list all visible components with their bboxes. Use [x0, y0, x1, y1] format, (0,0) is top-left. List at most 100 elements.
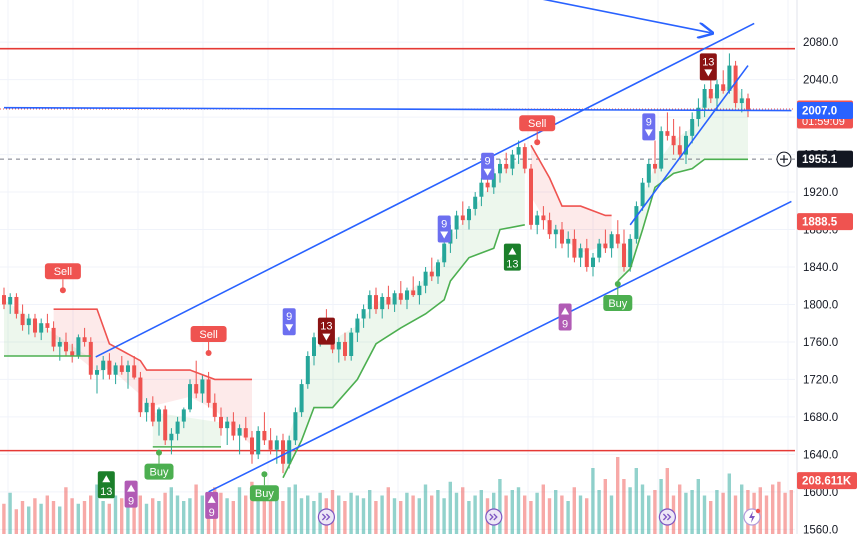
candle-body: [336, 341, 341, 350]
candle-body: [584, 248, 589, 267]
candle-body: [522, 147, 527, 169]
candle-body: [20, 313, 25, 326]
volume-bar: [572, 487, 576, 534]
replay-icons[interactable]: [317, 508, 761, 526]
candle-body: [45, 323, 50, 328]
price-badge-bg: [797, 102, 853, 120]
volume-bar: [39, 503, 43, 534]
volume-bar: [231, 501, 235, 534]
price-badge-bg: [797, 213, 853, 231]
replay-icon[interactable]: [317, 508, 335, 526]
candles: [2, 53, 750, 474]
candle-body: [367, 295, 372, 310]
candle-body: [355, 318, 360, 333]
volume-bar: [293, 484, 297, 534]
candle-body: [361, 309, 366, 319]
volume-bar: [27, 506, 31, 534]
signal-box: [603, 295, 633, 312]
volume-bar: [33, 498, 37, 534]
candle-body: [578, 248, 583, 258]
signal-buy: Buy: [249, 471, 279, 502]
candle-body: [677, 145, 682, 155]
count-text: 13: [506, 259, 518, 271]
volume-bar: [225, 498, 229, 534]
axis-background: [797, 0, 863, 534]
candle-body: [138, 377, 143, 413]
signal-text: Sell: [528, 118, 546, 130]
volume-bar: [560, 495, 564, 534]
volume-bar: [467, 501, 471, 534]
candle-body: [200, 379, 205, 394]
count-text: 9: [209, 507, 215, 519]
trend-line-top-arrow[interactable]: [500, 0, 711, 33]
volume-bar: [95, 484, 99, 534]
count-box: [699, 53, 717, 81]
volume-bar: [591, 468, 595, 534]
volume-bar: [417, 498, 421, 534]
replay-icon[interactable]: [485, 508, 503, 526]
volume-bar: [386, 487, 390, 534]
supertrend-down-fill: [53, 309, 252, 446]
trend-line-upper-channel[interactable]: [95, 22, 755, 358]
volume-bar: [70, 498, 74, 534]
candle-body: [181, 409, 186, 422]
candle-body: [76, 337, 81, 356]
volume-bar: [14, 509, 18, 534]
volume-bar: [733, 495, 738, 534]
candle-body: [690, 118, 695, 136]
volume-bar: [194, 484, 198, 534]
count-box: [205, 491, 219, 519]
count-text: 13: [320, 321, 332, 333]
trend-line-horizontal-support[interactable]: [3, 106, 792, 112]
candle-body: [225, 421, 230, 429]
candle-body: [250, 437, 254, 455]
volume-bar: [758, 487, 762, 534]
price-badge-text: 1955.1: [802, 154, 838, 166]
candle-body: [374, 295, 378, 310]
volume-bar: [51, 501, 56, 534]
candle-body: [541, 215, 546, 221]
supertrend-down-line: [53, 308, 252, 381]
count-marker-13: 13: [699, 53, 717, 81]
candle-body: [665, 131, 670, 136]
candle-body: [243, 428, 248, 438]
price-badge: 2007.0: [797, 102, 853, 120]
volume-bar: [554, 490, 558, 534]
volume-bar: [709, 501, 713, 534]
candle-body: [491, 173, 496, 188]
replay-circle: [317, 508, 335, 526]
candle-body: [398, 293, 403, 300]
count-box: [282, 308, 296, 336]
count-box: [558, 303, 572, 331]
trend-line-short-rising[interactable]: [629, 65, 749, 226]
volume-bar: [399, 501, 403, 534]
volume-bar: [89, 495, 93, 534]
signal-box: [190, 326, 227, 342]
candle-body: [343, 341, 347, 356]
price-badge-text: 1888.5: [802, 217, 838, 229]
candle-body: [597, 243, 602, 258]
price-badge-bg: [797, 150, 853, 168]
candle-body: [634, 206, 639, 239]
lightning-bolt: [749, 511, 755, 523]
replay-icon[interactable]: [658, 508, 677, 526]
volume-bar: [659, 479, 663, 534]
candle-body: [312, 337, 316, 356]
candle-body: [504, 163, 509, 169]
count-marker-9: 9: [642, 113, 656, 141]
trend-line-lower-channel[interactable]: [208, 200, 792, 493]
candle-body: [39, 323, 44, 333]
volume-bar: [368, 490, 372, 534]
lightning-icon[interactable]: [743, 508, 761, 526]
y-tick-label: 2040.0: [803, 75, 838, 87]
candle-body: [305, 356, 310, 385]
count-arrow-down-icon: [644, 129, 653, 137]
volume-bar: [138, 495, 142, 534]
candle-body: [746, 98, 750, 110]
volume-bar: [113, 495, 118, 534]
volume-bar: [355, 495, 359, 534]
volume-bar: [182, 501, 186, 534]
count-text: 9: [286, 311, 292, 323]
count-arrow-down-icon: [440, 231, 449, 239]
add-alert-button[interactable]: [776, 151, 792, 167]
